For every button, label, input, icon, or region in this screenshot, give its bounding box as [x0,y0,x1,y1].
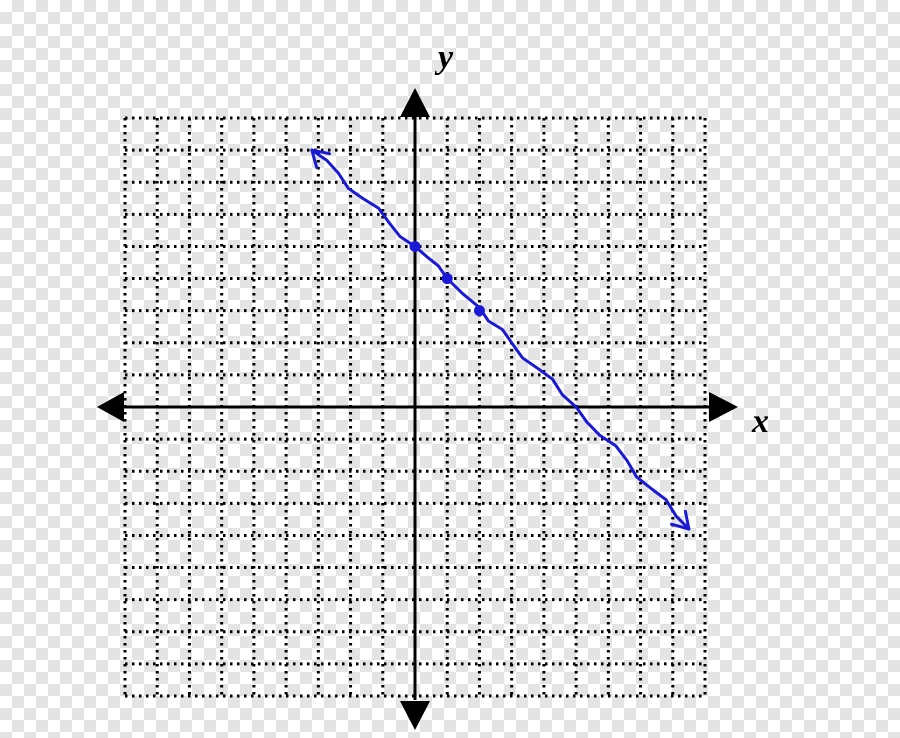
x-axis-label: x [751,403,769,440]
x-axis-arrow-left [97,392,124,422]
plotted-point [473,305,485,317]
series [310,148,691,531]
series-line [310,148,691,531]
y-axis-label: y [434,39,454,76]
series-arrow-start [310,148,332,169]
series-arrow-end [670,509,691,531]
plotted-point [409,240,421,252]
y-axis-arrow-down [400,701,430,730]
x-axis-arrow-right [709,392,738,422]
y-axis-arrow-up [400,88,430,117]
axes [97,88,738,730]
plotted-point [441,273,453,285]
